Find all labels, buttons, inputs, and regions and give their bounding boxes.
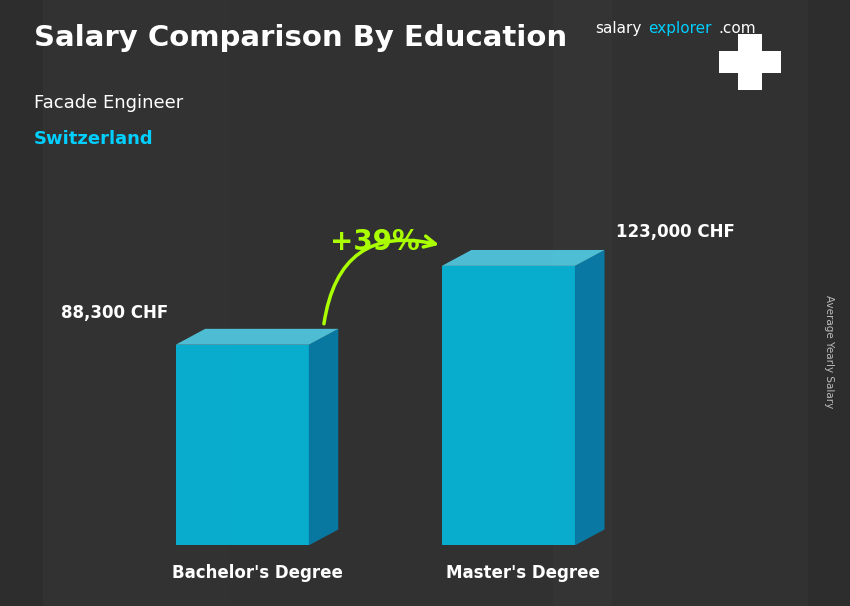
Text: explorer: explorer [649, 21, 712, 36]
Polygon shape [575, 250, 604, 545]
Polygon shape [309, 329, 338, 545]
Polygon shape [442, 266, 575, 545]
Text: Facade Engineer: Facade Engineer [34, 94, 184, 112]
Text: +39%: +39% [331, 228, 420, 256]
Text: salary: salary [595, 21, 642, 36]
Bar [552, 0, 808, 606]
Text: 88,300 CHF: 88,300 CHF [61, 304, 168, 322]
Text: Average Yearly Salary: Average Yearly Salary [824, 295, 834, 408]
Text: .com: .com [718, 21, 756, 36]
Text: Salary Comparison By Education: Salary Comparison By Education [34, 24, 567, 52]
Bar [42, 0, 230, 606]
Bar [738, 34, 762, 90]
Text: 123,000 CHF: 123,000 CHF [615, 223, 734, 241]
Polygon shape [176, 329, 338, 345]
Text: Switzerland: Switzerland [34, 130, 154, 148]
Polygon shape [176, 345, 309, 545]
Text: Bachelor's Degree: Bachelor's Degree [172, 564, 343, 582]
Bar [719, 51, 781, 73]
Polygon shape [442, 250, 604, 266]
Text: Master's Degree: Master's Degree [446, 564, 600, 582]
Bar [230, 0, 612, 606]
